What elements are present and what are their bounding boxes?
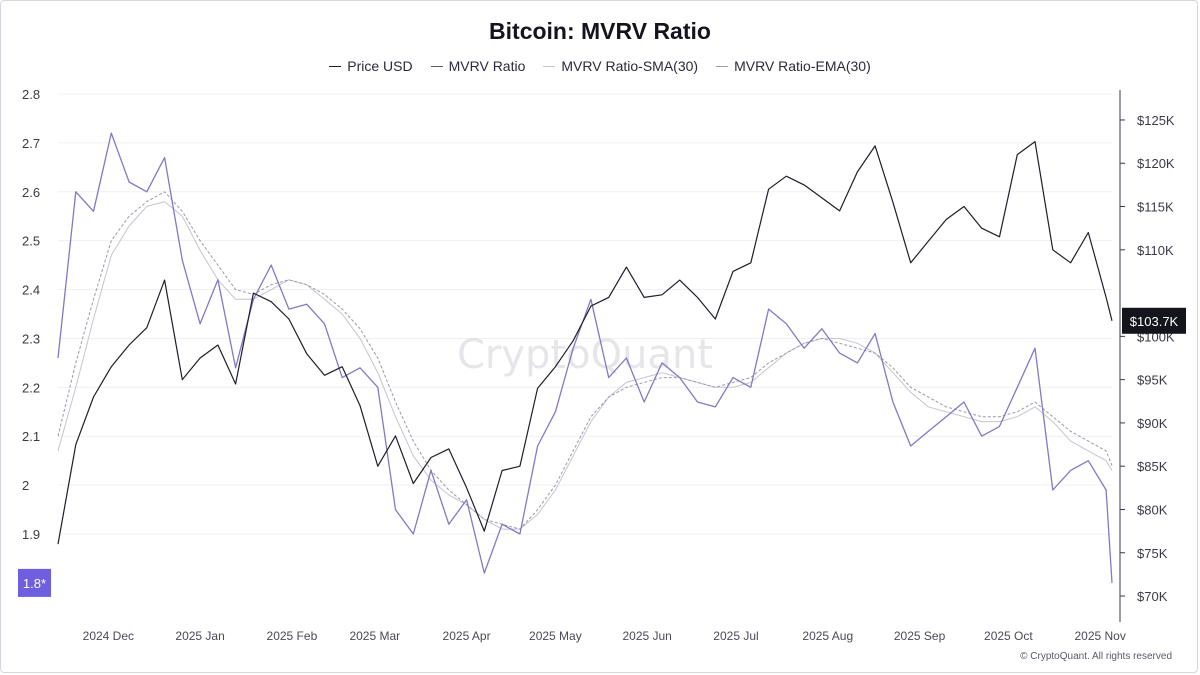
chart-legend: Price USD MVRV Ratio MVRV Ratio-SMA(30) … — [0, 58, 1200, 74]
legend-swatch-price — [329, 65, 342, 67]
left-tick-label-3: 2.2 — [22, 380, 40, 395]
legend-item-ema[interactable]: MVRV Ratio-EMA(30) — [716, 58, 871, 74]
right-current-marker-label: $103.7K — [1130, 314, 1179, 329]
legend-swatch-sma — [543, 65, 556, 67]
x-tick-label-7: 2025 Jul — [713, 629, 758, 643]
x-tick-label-1: 2025 Jan — [175, 629, 224, 643]
left-current-marker-bg — [18, 568, 51, 597]
legend-label-ema: MVRV Ratio-EMA(30) — [734, 58, 871, 74]
left-tick-label-6: 2.5 — [22, 234, 40, 249]
legend-swatch-mvrv — [430, 65, 443, 67]
series-line-2 — [57, 201, 1113, 530]
x-tick-label-8: 2025 Aug — [802, 629, 853, 643]
right-tick-label-4: $90K — [1137, 416, 1168, 431]
right-tick-label-11: $125K — [1137, 113, 1175, 128]
right-current-marker-bg — [1122, 307, 1186, 334]
x-tick-label-3: 2025 Mar — [349, 629, 400, 643]
x-tick-label-9: 2025 Sep — [894, 629, 946, 643]
x-tick-label-6: 2025 Jun — [622, 629, 671, 643]
grid-layer — [58, 93, 1112, 535]
left-axis: 1.9 2 2.1 2.2 2.3 2.4 2.5 2.6 2.7 2.8 — [22, 87, 40, 542]
x-tick-label-0: 2024 Dec — [83, 629, 134, 643]
copyright-text: © CryptoQuant. All rights reserved — [1020, 651, 1172, 662]
legend-swatch-ema — [716, 65, 729, 67]
series-line-0 — [57, 141, 1113, 545]
chart-title: Bitcoin: MVRV Ratio — [489, 18, 711, 44]
x-tick-label-2: 2025 Feb — [267, 629, 318, 643]
right-current-marker: $103.7K — [1122, 307, 1186, 334]
x-tick-label-4: 2025 Apr — [443, 629, 491, 643]
legend-label-sma: MVRV Ratio-SMA(30) — [561, 58, 699, 74]
left-tick-label-5: 2.4 — [22, 283, 40, 298]
x-tick-label-11: 2025 Nov — [1074, 629, 1125, 643]
left-tick-label-9: 2.8 — [22, 87, 40, 102]
left-tick-label-4: 2.3 — [22, 331, 40, 346]
legend-item-mvrv[interactable]: MVRV Ratio — [430, 58, 526, 74]
series-line-1 — [57, 132, 1113, 583]
left-tick-label-1: 2 — [22, 478, 29, 493]
series-line-3 — [57, 191, 1113, 530]
x-axis: 2024 Dec 2025 Jan 2025 Feb 2025 Mar 2025 Apr… — [83, 629, 1126, 643]
left-tick-label-7: 2.6 — [22, 185, 40, 200]
right-tick-label-2: $80K — [1137, 502, 1168, 517]
right-axis: $70K$75K$80K$85K$90K$95K$100K$110K$115K$… — [1119, 90, 1175, 622]
series-layer — [57, 132, 1113, 583]
left-tick-label-0: 1.9 — [22, 527, 40, 542]
left-current-marker-label: 1.8* — [23, 576, 46, 591]
left-current-marker: 1.8* — [18, 568, 51, 597]
right-tick-label-8: $110K — [1137, 243, 1174, 258]
legend-item-price[interactable]: Price USD — [329, 58, 413, 74]
legend-label-mvrv: MVRV Ratio — [448, 58, 526, 74]
legend-label-price: Price USD — [347, 58, 413, 74]
watermark-text: CryptoQuant — [457, 332, 713, 378]
x-tick-label-5: 2025 May — [529, 629, 582, 643]
right-tick-label-0: $70K — [1137, 589, 1168, 604]
right-tick-label-9: $115K — [1137, 200, 1174, 215]
right-tick-label-1: $75K — [1137, 546, 1168, 561]
right-tick-label-10: $120K — [1137, 156, 1175, 171]
x-tick-label-10: 2025 Oct — [984, 629, 1033, 643]
left-tick-label-2: 2.1 — [22, 429, 40, 444]
current-value-markers: 1.8* $103.7K — [18, 307, 1186, 597]
left-tick-label-8: 2.7 — [22, 136, 40, 151]
right-tick-label-5: $95K — [1137, 373, 1168, 388]
right-tick-label-3: $85K — [1137, 459, 1168, 474]
legend-item-sma[interactable]: MVRV Ratio-SMA(30) — [543, 58, 698, 74]
